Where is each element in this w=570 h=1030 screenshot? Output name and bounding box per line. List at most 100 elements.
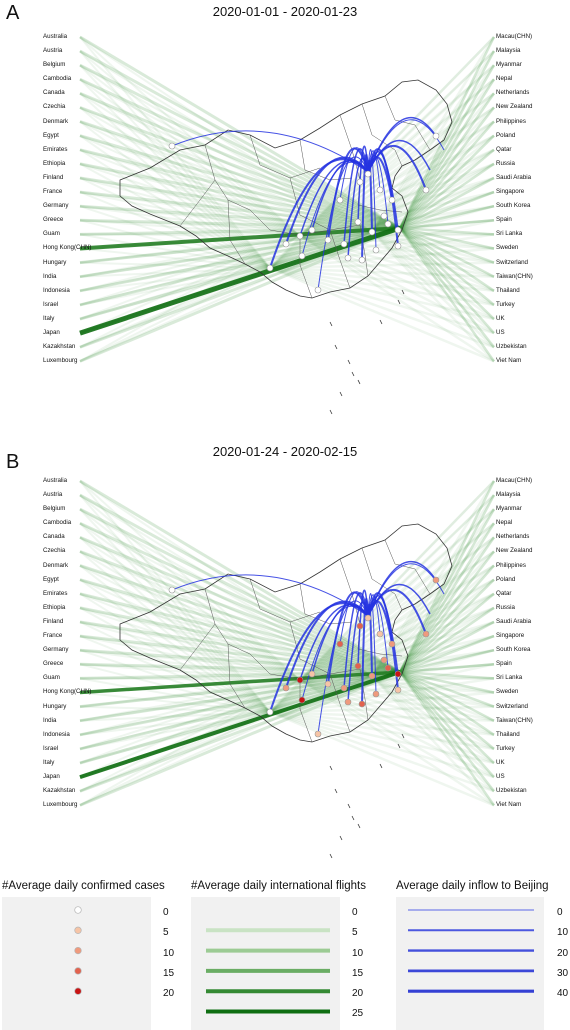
- panel-a-flight-line: [269, 266, 495, 335]
- panel-b-flight-line: [79, 550, 373, 677]
- panel-b-flight-line: [79, 679, 301, 750]
- panel-b-country-label: Singapore: [496, 632, 525, 640]
- panel-b-city-nodes: [168, 576, 440, 738]
- panel-b-flight-line: [79, 592, 271, 713]
- panel-a-flight-line: [79, 231, 373, 306]
- panel-b-flight-line: [371, 674, 495, 694]
- panel-b-city-node: [394, 670, 402, 678]
- panel-b-city-node: [282, 684, 290, 692]
- legend-cases-box: [2, 897, 151, 1030]
- panel-a-flight-line: [371, 230, 495, 264]
- panel-a-flight-line: [371, 230, 495, 321]
- panel-a-flight-line: [79, 235, 301, 292]
- panel-b-flight-line: [399, 670, 495, 694]
- panel-a-flight-line: [79, 148, 271, 269]
- panel-a-flight-line: [371, 231, 495, 335]
- panel-b-inflow-arc: [339, 591, 369, 645]
- panel-a-city-node: [336, 196, 344, 204]
- panel-b-flight-line: [79, 578, 301, 681]
- panel-b-flight-line: [79, 711, 271, 807]
- panel-b-inflow-arc: [367, 592, 399, 691]
- panel-a-flight-line: [371, 134, 495, 233]
- panel-b-flight-line: [269, 620, 495, 714]
- panel-b-flight-line: [79, 522, 373, 677]
- panel-a-city-node: [324, 236, 332, 244]
- panel-b-flight-line: [79, 670, 401, 680]
- panel-b-flight-line: [299, 678, 495, 708]
- panel-b-flight-line: [79, 564, 301, 681]
- panel-a-flight-line: [299, 190, 495, 238]
- panel-b-flight-line: [399, 670, 495, 736]
- panel-b-country-label: Indonesia: [43, 730, 70, 738]
- panel-a-flight-line: [398, 92, 496, 229]
- panel-b-flight-line: [269, 564, 495, 714]
- panel-a-flight-line: [79, 267, 271, 278]
- panel-a-inflow-arc: [285, 156, 369, 245]
- panel-a-country-label: Kazakhstan: [43, 343, 76, 351]
- panel-a-country-label: Sweden: [496, 244, 519, 252]
- panel-a-city-node: [376, 186, 384, 194]
- panel-b-flight-line: [299, 480, 495, 681]
- panel-b-flight-line: [79, 564, 271, 713]
- panel-b-flight-line: [79, 711, 271, 722]
- panel-b-flight-line: [79, 635, 271, 713]
- panel-b-flight-line: [299, 578, 495, 682]
- panel-b-city-node: [324, 680, 332, 688]
- panel-a-province-border: [299, 235, 313, 299]
- panel-a-flight-line: [399, 204, 495, 230]
- panel-b-country-label: Turkey: [496, 744, 515, 752]
- panel-a-city-node: [368, 228, 376, 236]
- panel-b-country-label: Taiwan(CHN): [496, 716, 533, 724]
- panel-a-flight-line: [79, 205, 271, 269]
- panel-b-flight-line: [79, 480, 373, 677]
- panel-a-country-label: Saudi Arabia: [496, 173, 532, 181]
- panel-a-flight-line: [269, 261, 495, 270]
- panel-a-flight-line: [371, 162, 495, 234]
- panel-b-country-label: Belgium: [43, 505, 66, 513]
- panel-a-flight-line: [79, 134, 271, 269]
- panel-b-country-label: Kazakhstan: [43, 787, 76, 795]
- legend-inflow-title: Average daily inflow to Beijing: [396, 880, 549, 892]
- panel-b-country-label: Sri Lanka: [496, 674, 523, 682]
- panel-a-flight-line: [269, 92, 495, 269]
- panel-b-flight-line: [399, 663, 495, 674]
- panel-a-flight-line: [79, 92, 373, 233]
- panel-a-city-node: [394, 242, 402, 250]
- panel-b-city-node: [394, 686, 402, 694]
- panel-b-province-border: [299, 679, 313, 743]
- panel-a-flight-line: [299, 234, 495, 264]
- panel-b-flight-line: [79, 521, 401, 674]
- panel-b-flight-line: [269, 705, 495, 714]
- panel-b-country-label: Uzbekistan: [496, 787, 527, 795]
- panel-b-city-node: [298, 696, 306, 704]
- panel-b-country-label: Denmark: [43, 561, 69, 569]
- panel-a-flight-line: [79, 120, 271, 269]
- panel-a-country-label: India: [43, 272, 57, 280]
- panel-a-flight-line: [79, 163, 271, 269]
- panel-b-city-node: [422, 630, 430, 638]
- panel-b-flight-line: [79, 648, 401, 674]
- panel-a-flight-line: [269, 134, 495, 270]
- panel-a-flight-line: [299, 234, 495, 278]
- panel-a-flight-line: [399, 226, 495, 250]
- legend-flights-title: #Average daily international flights: [191, 880, 366, 892]
- panel-a-flight-line: [79, 235, 301, 349]
- panel-b-flight-line: [399, 550, 495, 673]
- panel-b-flight-line: [399, 606, 495, 674]
- panel-b-flight-line: [398, 522, 496, 673]
- panel-b-province-border: [329, 673, 351, 733]
- panel-b-flight-line: [299, 678, 495, 807]
- panel-a-city-node: [282, 240, 290, 248]
- panel-a-flight-line: [79, 226, 401, 265]
- panel-a-country-label: Guam: [43, 230, 60, 238]
- panel-a-island-dash: [329, 409, 333, 415]
- panel-b-flight-line: [371, 675, 495, 779]
- panel-a-flight-line: [79, 36, 301, 237]
- panel-a-country-label: Philippines: [496, 117, 526, 125]
- panel-a-flight-line: [79, 50, 373, 233]
- panel-a-flight-line: [79, 120, 301, 237]
- panel-b-country-label: Myanmar: [496, 505, 522, 513]
- panel-a-flight-line: [79, 247, 271, 269]
- panel-a-flight-line: [79, 36, 271, 269]
- panel-a-flight-line: [399, 190, 495, 230]
